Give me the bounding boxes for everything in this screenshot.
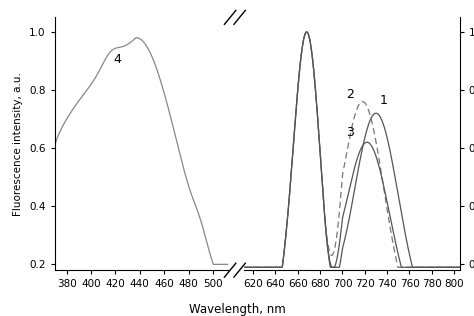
Text: 4: 4 bbox=[113, 53, 121, 66]
Text: Wavelength, nm: Wavelength, nm bbox=[189, 303, 285, 316]
Y-axis label: Fluorescence intensity, a.u.: Fluorescence intensity, a.u. bbox=[13, 72, 23, 216]
Text: 3: 3 bbox=[346, 126, 354, 139]
Text: 1: 1 bbox=[379, 94, 387, 107]
Text: 2: 2 bbox=[346, 88, 354, 101]
